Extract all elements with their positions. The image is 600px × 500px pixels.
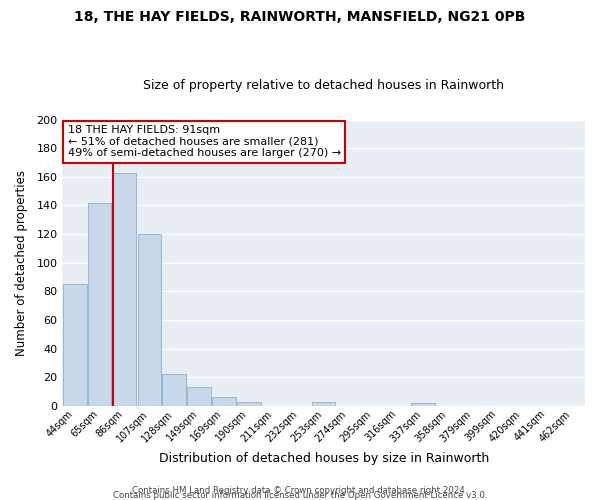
Bar <box>412 403 435 406</box>
X-axis label: Distribution of detached houses by size in Rainworth: Distribution of detached houses by size … <box>158 452 489 465</box>
Bar <box>212 398 236 406</box>
Bar <box>137 234 161 406</box>
Text: Contains public sector information licensed under the Open Government Licence v3: Contains public sector information licen… <box>113 491 487 500</box>
Bar <box>312 402 335 406</box>
Text: 18, THE HAY FIELDS, RAINWORTH, MANSFIELD, NG21 0PB: 18, THE HAY FIELDS, RAINWORTH, MANSFIELD… <box>74 10 526 24</box>
Bar <box>237 402 261 406</box>
Bar <box>163 374 186 406</box>
Bar <box>113 172 136 406</box>
Text: Contains HM Land Registry data © Crown copyright and database right 2024.: Contains HM Land Registry data © Crown c… <box>132 486 468 495</box>
Y-axis label: Number of detached properties: Number of detached properties <box>15 170 28 356</box>
Bar <box>63 284 86 406</box>
Title: Size of property relative to detached houses in Rainworth: Size of property relative to detached ho… <box>143 79 504 92</box>
Text: 18 THE HAY FIELDS: 91sqm
← 51% of detached houses are smaller (281)
49% of semi-: 18 THE HAY FIELDS: 91sqm ← 51% of detach… <box>68 126 341 158</box>
Bar <box>88 202 112 406</box>
Bar <box>187 388 211 406</box>
